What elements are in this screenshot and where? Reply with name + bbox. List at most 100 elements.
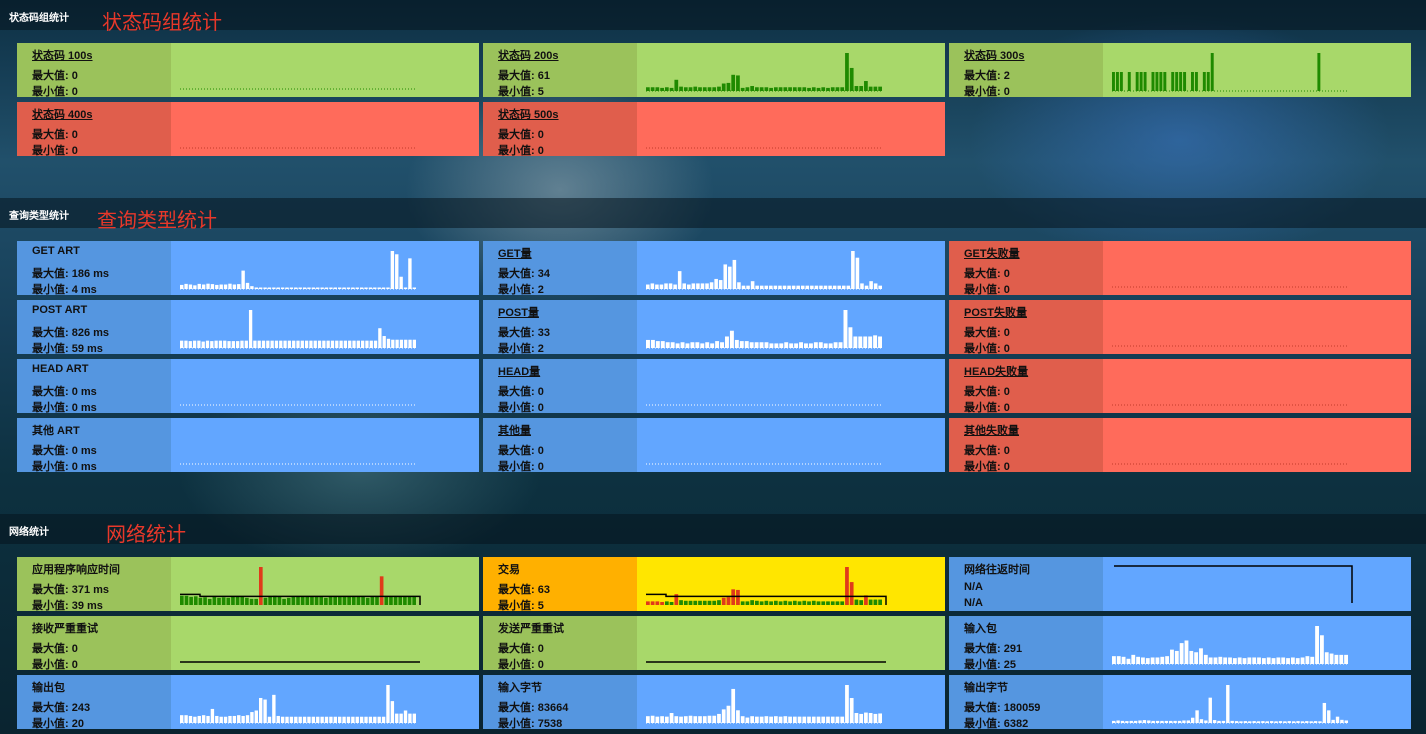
sparkline-bar <box>830 716 835 723</box>
tile-min-value: 最小值: 0 <box>32 145 78 157</box>
sparkline-bar <box>338 716 342 723</box>
sparkline-bar <box>206 715 210 723</box>
sparkline-bar <box>348 340 352 348</box>
sparkline-bar <box>655 716 660 723</box>
sparkline-chart <box>180 567 421 605</box>
sparkline-bar <box>1112 72 1115 91</box>
tile-input-bytes[interactable]: 输入字节 最大值: 83664 最小值: 7538 <box>483 675 945 730</box>
sparkline-bar <box>717 600 721 605</box>
tile-title[interactable]: 其他失败量 <box>964 425 1019 437</box>
tile-recv-retrans[interactable]: 接收严重重试 最大值: 0 最小值: 0 <box>17 616 479 671</box>
sparkline-bar <box>1232 658 1237 664</box>
sparkline-bar <box>851 251 855 289</box>
sparkline-bar <box>245 282 250 289</box>
sparkline-bar <box>810 285 814 289</box>
tile-title[interactable]: 状态码 300s <box>964 50 1025 62</box>
sparkline-bar <box>1189 650 1194 664</box>
tile-title: GET ART <box>32 245 80 257</box>
tile-label-area <box>949 418 1103 472</box>
sparkline-bar <box>285 287 289 289</box>
sparkline-bar <box>310 596 314 605</box>
sparkline-bar <box>718 280 723 289</box>
sparkline-bar <box>731 589 736 605</box>
tile-post-art[interactable]: POST ART 最大值: 826 ms 最小值: 59 ms <box>17 300 479 355</box>
tile-get-count[interactable]: GET量 最大值: 34 最小值: 2 <box>483 241 945 296</box>
tile-get-art[interactable]: GET ART 最大值: 186 ms 最小值: 4 ms <box>17 241 479 296</box>
sparkline-bar <box>244 340 248 348</box>
tile-title[interactable]: POST失败量 <box>964 307 1027 319</box>
tile-max-value: 最大值: 61 <box>498 70 550 82</box>
sparkline-bar <box>845 685 849 723</box>
tile-status-200s[interactable]: 状态码 200s 最大值: 61 最小值: 5 <box>483 43 945 98</box>
tile-input-packets[interactable]: 输入包 最大值: 291 最小值: 25 <box>949 616 1411 671</box>
tile-title: 其他 ART <box>32 425 80 437</box>
sparkline-bar <box>227 341 231 348</box>
sparkline-bar <box>403 287 408 289</box>
sparkline-bar <box>845 53 849 91</box>
tile-status-500s[interactable]: 状态码 500s 最大值: 0 最小值: 0 <box>483 102 945 157</box>
sparkline-bar <box>677 271 682 289</box>
tile-title[interactable]: 状态码 200s <box>498 50 559 62</box>
sparkline-bar <box>769 87 773 91</box>
tile-label-area <box>483 616 637 670</box>
sparkline-bar <box>390 251 395 289</box>
sparkline-chart <box>646 404 883 406</box>
tile-get-fail[interactable]: GET失败量 最大值: 0 最小值: 0 <box>949 241 1411 296</box>
sparkline-bar <box>1116 720 1120 723</box>
sparkline-bar <box>1287 721 1291 723</box>
tile-status-400s[interactable]: 状态码 400s 最大值: 0 最小值: 0 <box>17 102 479 157</box>
tile-title[interactable]: GET量 <box>498 248 532 260</box>
tile-send-retrans[interactable]: 发送严重重试 最大值: 0 最小值: 0 <box>483 616 945 671</box>
tile-title[interactable]: 状态码 500s <box>498 109 559 121</box>
sparkline-bar <box>650 601 655 605</box>
tile-other-art[interactable]: 其他 ART 最大值: 0 ms 最小值: 0 ms <box>17 418 479 473</box>
sparkline-bar <box>1243 721 1248 723</box>
tile-title[interactable]: 状态码 400s <box>32 109 93 121</box>
tile-output-bytes[interactable]: 输出字节 最大值: 180059 最小值: 6382 <box>949 675 1411 730</box>
sparkline-bar <box>237 715 241 723</box>
sparkline-bar <box>726 705 731 723</box>
sparkline-bar <box>316 287 320 289</box>
sparkline-bar <box>1300 721 1305 723</box>
tile-title[interactable]: GET失败量 <box>964 248 1020 260</box>
sparkline-bar <box>232 284 237 289</box>
tile-label-area <box>17 675 171 729</box>
tile-title[interactable]: 状态码 100s <box>32 50 93 62</box>
sparkline-bar <box>378 328 382 348</box>
tile-min-value: 最小值: 0 <box>498 659 544 671</box>
tile-output-packets[interactable]: 输出包 最大值: 243 最小值: 20 <box>17 675 479 730</box>
tile-title[interactable]: HEAD量 <box>498 366 541 378</box>
sparkline-bar <box>721 597 726 605</box>
sparkline-chart <box>180 88 417 90</box>
sparkline-bar <box>210 341 214 348</box>
tile-title[interactable]: 其他量 <box>498 425 531 437</box>
tile-max-value: 最大值: 0 <box>964 268 1010 280</box>
tile-other-count[interactable]: 其他量 最大值: 0 最小值: 0 <box>483 418 945 473</box>
tile-title[interactable]: HEAD失败量 <box>964 366 1029 378</box>
sparkline-bar <box>330 340 335 348</box>
tile-title[interactable]: POST量 <box>498 307 539 319</box>
sparkline-bar <box>298 716 302 723</box>
sparkline-bar <box>802 87 807 91</box>
sparkline-bar <box>832 285 837 289</box>
tile-max-value: 最大值: 33 <box>498 327 550 339</box>
tile-head-art[interactable]: HEAD ART 最大值: 0 ms 最小值: 0 ms <box>17 359 479 414</box>
sparkline-bar <box>774 343 779 348</box>
tile-status-100s[interactable]: 状态码 100s 最大值: 0 最小值: 0 <box>17 43 479 98</box>
sparkline-bar <box>389 596 393 605</box>
sparkline-bar <box>740 716 745 723</box>
sparkline-bar <box>807 601 811 605</box>
tile-other-fail[interactable]: 其他失败量 最大值: 0 最小值: 0 <box>949 418 1411 473</box>
tile-head-count[interactable]: HEAD量 最大值: 0 最小值: 0 <box>483 359 945 414</box>
tile-title: 应用程序响应时间 <box>32 564 120 576</box>
tile-post-count[interactable]: POST量 最大值: 33 最小值: 2 <box>483 300 945 355</box>
tile-post-fail[interactable]: POST失败量 最大值: 0 最小值: 0 <box>949 300 1411 355</box>
tile-app-response[interactable]: 应用程序响应时间 最大值: 371 ms 最小值: 39 ms <box>17 557 479 612</box>
tile-head-fail[interactable]: HEAD失败量 最大值: 0 最小值: 0 <box>949 359 1411 414</box>
tile-transactions[interactable]: 交易 最大值: 63 最小值: 5 <box>483 557 945 612</box>
sparkline-bar <box>1164 720 1169 723</box>
sparkline-bar <box>1344 654 1348 664</box>
tile-min-value: 最小值: 0 <box>964 86 1010 98</box>
tile-status-300s[interactable]: 状态码 300s 最大值: 2 最小值: 0 <box>949 43 1411 98</box>
tile-network-rtt[interactable]: 网络往返时间 N/A N/A <box>949 557 1411 611</box>
